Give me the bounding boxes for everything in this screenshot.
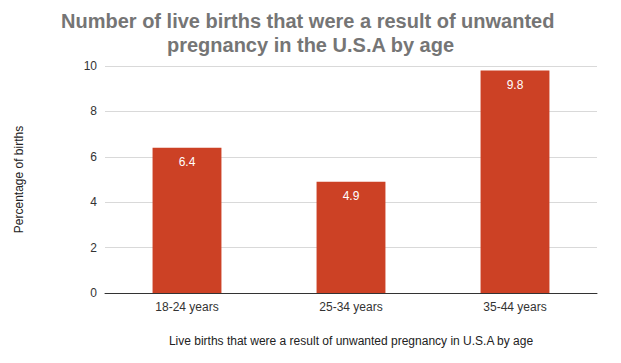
svg-text:0: 0 <box>90 286 97 300</box>
svg-text:18-24 years: 18-24 years <box>155 300 218 314</box>
svg-text:8: 8 <box>90 104 97 118</box>
svg-text:6.4: 6.4 <box>179 155 196 169</box>
svg-text:9.8: 9.8 <box>507 78 524 92</box>
svg-text:6: 6 <box>90 150 97 164</box>
svg-text:2: 2 <box>90 241 97 255</box>
svg-text:4: 4 <box>90 195 97 209</box>
svg-text:Number of live births that wer: Number of live births that were a result… <box>61 10 560 32</box>
svg-text:Percentage of births: Percentage of births <box>12 126 26 233</box>
svg-text:25-34 years: 25-34 years <box>319 300 382 314</box>
svg-text:4.9: 4.9 <box>343 189 360 203</box>
svg-text:35-44 years: 35-44 years <box>483 300 546 314</box>
svg-text:10: 10 <box>84 59 98 73</box>
svg-text:pregnancy in the U.S.A by age: pregnancy in the U.S.A by age <box>167 34 454 56</box>
svg-text:Live births that were a result: Live births that were a result of unwant… <box>169 334 534 348</box>
